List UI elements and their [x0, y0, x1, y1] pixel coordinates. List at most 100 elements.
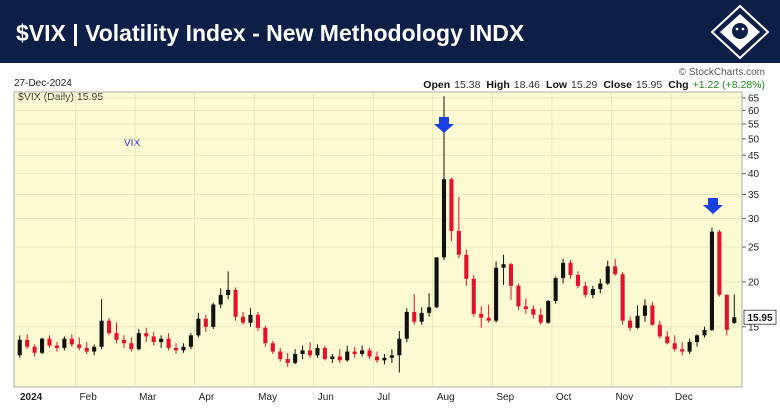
candle-body [642, 305, 648, 316]
candle-body [613, 266, 618, 275]
candle-body [575, 275, 581, 286]
arrow [703, 198, 723, 214]
candle-body [181, 346, 186, 351]
candle-body [211, 304, 216, 327]
quote-value: 15.38 [454, 79, 480, 91]
y-tick-label: 60 [748, 106, 760, 117]
x-tick-label: 2024 [20, 392, 43, 403]
candle-body [464, 254, 469, 279]
legend: $VIX (Daily) 15.95 [18, 91, 103, 103]
candle-body [717, 231, 722, 295]
candle-body [724, 294, 729, 330]
candle-body [330, 356, 335, 360]
x-tick-label: Apr [199, 392, 215, 403]
y-tick-label: 35 [748, 190, 760, 201]
candle-body [240, 316, 246, 323]
x-tick-label: Oct [556, 392, 572, 403]
candle-body [568, 262, 573, 276]
candle-body [32, 346, 37, 353]
candle-body [114, 333, 119, 340]
plot: 15 20 25 30 35 40 45 50 55 60 65 2024 Feb Mar Apr May Ju… [14, 92, 777, 403]
candle-body [553, 278, 558, 301]
y-tick-label: 25 [748, 243, 760, 254]
quote-label: Open [423, 79, 450, 91]
candle-body [285, 359, 290, 363]
candle-body [397, 338, 402, 356]
candle-body [531, 309, 536, 315]
candle-body [598, 283, 603, 290]
candle-body [40, 338, 45, 353]
candle-body [434, 257, 439, 308]
candle-body [47, 338, 52, 346]
x-tick-label: Nov [615, 392, 633, 403]
y-tick-label: 40 [748, 169, 760, 180]
x-tick-label: Feb [80, 392, 98, 403]
candle-body [508, 264, 514, 286]
candle-body [680, 349, 685, 352]
quote-value: 15.29 [571, 79, 597, 91]
candle-body [546, 300, 551, 323]
candle-body [129, 343, 134, 350]
candle-body [419, 312, 424, 322]
quote-value: +1.22 (+8.28%) [693, 79, 765, 91]
x-tick-label: Jun [318, 392, 334, 403]
symbol-label: VIX [124, 138, 140, 149]
candle-body [248, 314, 253, 323]
candle-body [218, 294, 223, 305]
quote-value: 18.46 [514, 79, 540, 91]
y-tick-label: 45 [748, 151, 760, 162]
candle-body [590, 289, 595, 295]
credit: © StockCharts.com [679, 67, 765, 78]
candle-body [561, 262, 566, 279]
candle-body [449, 179, 454, 232]
candle-body [106, 320, 112, 334]
candle-body [404, 311, 409, 339]
y-tick-label: 65 [748, 93, 760, 104]
candle-body [84, 347, 89, 352]
candle-body [635, 315, 640, 328]
quote-value: 15.95 [636, 79, 662, 91]
candle-body [62, 338, 67, 348]
candle-body [307, 350, 313, 356]
quote-label: Low [546, 79, 568, 91]
candle-body [501, 264, 506, 268]
date-label: 27-Dec-2024 [14, 78, 72, 89]
candle-body [136, 333, 141, 350]
candle-body [657, 324, 662, 337]
candle-body [54, 345, 59, 348]
candle-body [293, 354, 298, 363]
candle-body [479, 313, 484, 318]
candle-body [226, 289, 231, 295]
quote-row: Open 15.38 High 18.46 Low 15.29 Close 15.95 Chg +… [423, 79, 765, 91]
candle-body [672, 343, 677, 350]
candle-body [360, 350, 365, 355]
y-tick-label: 55 [748, 119, 760, 130]
candle-body [278, 351, 283, 360]
candle-body [583, 285, 588, 295]
candle-body [255, 314, 260, 328]
candle-body [315, 347, 320, 356]
candle-body [25, 339, 30, 347]
quote-label: Chg [668, 79, 688, 91]
candle-body [412, 311, 417, 322]
y-tick-label: 15 [748, 322, 760, 333]
candle-body [374, 356, 380, 361]
candle-body [650, 305, 655, 325]
x-tick-label: Aug [437, 392, 455, 403]
candle-body [494, 267, 499, 321]
y-tick-label: 20 [748, 277, 760, 288]
candle-body [203, 318, 208, 327]
x-tick-label: May [258, 392, 277, 403]
candle-body [300, 350, 305, 355]
candle-body [159, 338, 164, 343]
candle-body [538, 314, 543, 323]
chart-title: $VIX | Volatility Index - New Methodolog… [16, 20, 525, 46]
candle-body [322, 347, 327, 360]
candle-body [17, 339, 22, 356]
arrow [434, 117, 454, 133]
logo [710, 4, 770, 60]
candle-body [99, 320, 104, 347]
candle-body [382, 357, 387, 361]
quote-text: Open 15.38 High 18.46 Low 15.29 Close 15.95 Chg +… [423, 79, 765, 91]
